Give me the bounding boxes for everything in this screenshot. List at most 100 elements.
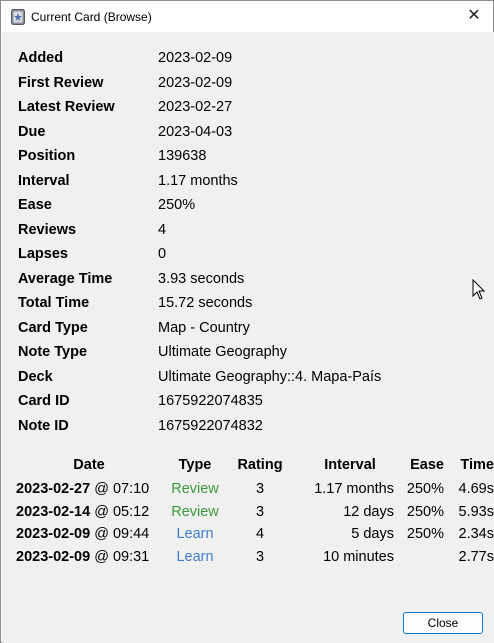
- review-ease: 250%: [406, 503, 444, 520]
- review-type: Review: [171, 503, 219, 520]
- stat-label: Reviews: [18, 221, 77, 238]
- header-date: Date: [73, 457, 105, 473]
- stat-row: Position 139638: [18, 148, 381, 173]
- header-ease: Ease: [410, 457, 444, 473]
- review-interval: 12 days: [343, 503, 394, 520]
- stat-row: Interval 1.17 months: [18, 173, 381, 198]
- review-table-header: Date Type Rating Interval Ease Time: [16, 456, 494, 478]
- stat-value: 2023-02-27: [158, 99, 233, 115]
- stat-value: 1675922074832: [158, 417, 263, 434]
- close-button[interactable]: Close: [403, 612, 483, 634]
- stat-row: Added 2023-02-09: [18, 50, 381, 75]
- header-type: Type: [178, 457, 212, 473]
- stat-label: Note ID: [18, 417, 69, 434]
- review-row: 2023-02-27 @ 07:10 Review 3 1.17 months 250%…: [16, 478, 494, 501]
- review-duration: 2.77s: [458, 548, 494, 565]
- stat-value: Ultimate Geography::4. Mapa-País: [158, 368, 382, 385]
- review-rating: 3: [255, 481, 265, 498]
- stat-label: Average Time: [18, 270, 113, 287]
- review-time-of-day: @ 07:10: [90, 481, 150, 498]
- stat-value: 1675922074835: [158, 393, 263, 409]
- stat-label: Card ID: [18, 393, 70, 409]
- review-date-cell: 2023-02-14 @ 05:12: [16, 501, 162, 524]
- card-info-content: Added 2023-02-09 First Review 2023-02-09 Lat…: [2, 32, 494, 612]
- review-ease: [394, 546, 444, 569]
- review-rating: 3: [255, 503, 265, 520]
- stat-label: Due: [18, 123, 46, 140]
- stat-row: Total Time 15.72 seconds: [18, 295, 381, 320]
- window-title: Current Card (Browse): [31, 10, 152, 24]
- stat-value: 0: [158, 246, 167, 262]
- stat-row: Due 2023-04-03: [18, 124, 381, 149]
- stat-label: Lapses: [18, 246, 68, 262]
- stat-label: Added: [18, 50, 64, 66]
- stat-label: Total Time: [18, 295, 90, 311]
- review-ease: 250%: [406, 526, 444, 543]
- review-type: Review: [171, 481, 219, 498]
- stat-row: Deck Ultimate Geography::4. Mapa-País: [18, 369, 381, 394]
- stat-value: Map - Country: [158, 319, 250, 336]
- close-icon[interactable]: ✕: [467, 7, 481, 24]
- review-row: 2023-02-09 @ 09:31 Learn 3 10 minutes 2.77s: [16, 546, 494, 569]
- stat-row: Note Type Ultimate Geography: [18, 344, 381, 369]
- stat-value: 2023-02-09: [158, 74, 233, 91]
- stat-value: 250%: [158, 197, 196, 213]
- stat-value: Ultimate Geography: [158, 344, 287, 360]
- review-row: 2023-02-14 @ 05:12 Review 3 12 days 250% 5.93…: [16, 501, 494, 524]
- review-date: 2023-02-14: [16, 503, 91, 520]
- stat-label: Note Type: [18, 344, 88, 360]
- review-type: Learn: [176, 548, 214, 565]
- review-interval: 5 days: [351, 526, 394, 543]
- title-bar[interactable]: Current Card (Browse) ✕: [1, 1, 493, 32]
- review-date-cell: 2023-02-09 @ 09:31: [16, 546, 162, 569]
- stat-row: Ease 250%: [18, 197, 381, 222]
- review-rating: 4: [255, 526, 265, 543]
- stat-row: Reviews 4: [18, 222, 381, 247]
- review-interval: 10 minutes: [323, 548, 394, 565]
- stat-value: 3.93 seconds: [158, 270, 245, 287]
- review-duration: 4.69s: [458, 481, 494, 498]
- stat-row: Lapses 0: [18, 246, 381, 271]
- app-icon: [11, 9, 25, 25]
- stat-label: Ease: [18, 197, 52, 213]
- stat-value: 4: [158, 221, 167, 238]
- review-interval: 1.17 months: [314, 481, 394, 498]
- review-date: 2023-02-09: [16, 526, 91, 543]
- button-bar: Close: [2, 612, 494, 643]
- review-rating: 3: [255, 548, 265, 565]
- review-ease: 250%: [406, 481, 444, 498]
- stat-value: 2023-02-09: [158, 50, 233, 66]
- stat-value: 2023-04-03: [158, 123, 233, 140]
- review-date-cell: 2023-02-09 @ 09:44: [16, 523, 162, 546]
- stat-label: First Review: [18, 74, 104, 91]
- review-duration: 5.93s: [458, 503, 494, 520]
- stat-value: 1.17 months: [158, 172, 238, 189]
- review-history-table: Date Type Rating Interval Ease Time 2023…: [16, 456, 494, 568]
- header-interval: Interval: [324, 457, 376, 473]
- stat-row: Latest Review 2023-02-27: [18, 99, 381, 124]
- review-date: 2023-02-09: [16, 548, 91, 565]
- review-duration: 2.34s: [458, 526, 494, 543]
- stat-row: Average Time 3.93 seconds: [18, 271, 381, 296]
- stat-row: Note ID 1675922074832: [18, 418, 381, 443]
- stat-row: First Review 2023-02-09: [18, 75, 381, 100]
- review-time-of-day: @ 09:31: [90, 548, 150, 565]
- review-type: Learn: [176, 526, 214, 543]
- review-time-of-day: @ 05:12: [90, 503, 150, 520]
- stat-row: Card ID 1675922074835: [18, 393, 381, 418]
- header-time: Time: [460, 457, 494, 473]
- stat-label: Deck: [18, 368, 53, 385]
- stat-value: 15.72 seconds: [158, 295, 253, 311]
- review-date-cell: 2023-02-27 @ 07:10: [16, 478, 162, 501]
- stat-label: Position: [18, 148, 76, 164]
- stat-label: Latest Review: [18, 99, 115, 115]
- mouse-pointer-icon: [472, 279, 486, 300]
- review-row: 2023-02-09 @ 09:44 Learn 4 5 days 250% 2.34s: [16, 523, 494, 546]
- stat-value: 139638: [158, 148, 207, 164]
- stat-label: Interval: [18, 172, 70, 189]
- header-rating: Rating: [237, 457, 283, 473]
- stat-label: Card Type: [18, 319, 88, 336]
- stat-row: Card Type Map - Country: [18, 320, 381, 345]
- review-time-of-day: @ 09:44: [90, 526, 150, 543]
